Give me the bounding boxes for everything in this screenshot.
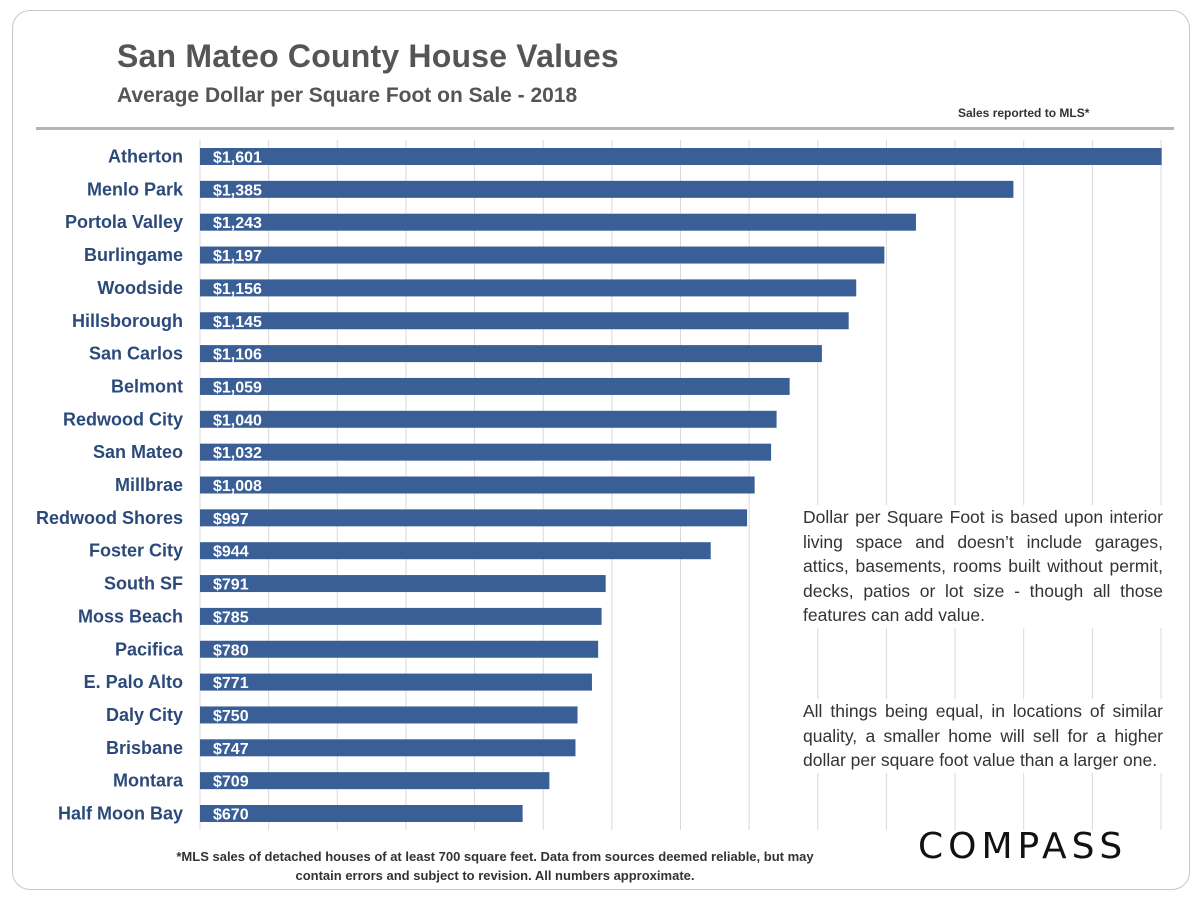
bar	[200, 476, 755, 494]
value-label: $1,601	[213, 150, 262, 167]
category-label: Pacifica	[115, 639, 184, 659]
bar	[200, 542, 711, 560]
compass-logo: COMPASS	[918, 826, 1128, 867]
value-label: $780	[213, 642, 249, 659]
bar	[200, 640, 599, 658]
bar	[200, 443, 772, 461]
bar	[200, 148, 1162, 165]
value-label: $1,385	[213, 182, 262, 199]
bar	[200, 772, 550, 790]
category-label: San Mateo	[93, 442, 183, 462]
value-label: $1,145	[213, 314, 262, 331]
value-label: $1,040	[213, 412, 262, 429]
value-label: $1,059	[213, 379, 262, 396]
footnote: *MLS sales of detached houses of at leas…	[130, 847, 860, 885]
bar	[200, 279, 857, 297]
value-label: $1,197	[213, 248, 262, 265]
value-label: $747	[213, 741, 249, 758]
category-label: Montara	[113, 771, 184, 791]
chart-subtitle: Average Dollar per Square Foot on Sale -…	[117, 84, 578, 107]
note-smaller-home: All things being equal, in locations of …	[803, 699, 1163, 773]
value-label: $750	[213, 708, 249, 725]
bar	[200, 213, 916, 231]
bar	[200, 410, 777, 428]
value-label: $944	[213, 544, 249, 561]
value-label: $670	[213, 807, 249, 824]
value-label: $1,008	[213, 478, 262, 495]
bar	[200, 706, 578, 724]
bar	[200, 575, 606, 593]
bar	[200, 345, 822, 363]
value-label: $709	[213, 774, 249, 791]
category-label: Redwood Shores	[36, 508, 183, 528]
bar	[200, 805, 523, 822]
value-label: $1,106	[213, 347, 262, 364]
category-label: Moss Beach	[78, 606, 183, 626]
category-label: Brisbane	[106, 738, 183, 758]
value-label: $1,243	[213, 215, 262, 232]
category-label: Half Moon Bay	[58, 804, 183, 824]
category-label: Redwood City	[63, 409, 183, 429]
category-label: Millbrae	[115, 475, 183, 495]
value-label: $785	[213, 609, 249, 626]
value-label: $1,032	[213, 445, 262, 462]
bar	[200, 739, 576, 757]
value-label: $771	[213, 675, 249, 692]
category-label: Atherton	[108, 147, 183, 167]
header-divider	[36, 127, 1174, 130]
category-label: Belmont	[111, 376, 183, 396]
note-dollar-per-sqft: Dollar per Square Foot is based upon int…	[803, 505, 1163, 628]
category-label: Daly City	[106, 705, 183, 725]
category-label: Burlingame	[84, 245, 183, 265]
category-label: Woodside	[97, 278, 183, 298]
bar	[200, 180, 1014, 198]
footnote-line-1: *MLS sales of detached houses of at leas…	[176, 849, 814, 864]
bar	[200, 377, 790, 395]
category-label: San Carlos	[89, 344, 183, 364]
category-label: Menlo Park	[87, 179, 184, 199]
category-label: Portola Valley	[65, 212, 183, 232]
category-label: Foster City	[89, 541, 183, 561]
source-note: Sales reported to MLS*	[958, 106, 1090, 120]
bar	[200, 509, 748, 527]
bar	[200, 607, 602, 625]
bar	[200, 673, 592, 691]
category-label: E. Palo Alto	[84, 672, 183, 692]
category-label: South SF	[104, 574, 183, 594]
bar	[200, 312, 849, 330]
category-label: Hillsborough	[72, 311, 183, 331]
footnote-line-2: contain errors and subject to revision. …	[295, 868, 695, 883]
value-label: $791	[213, 577, 249, 594]
value-label: $997	[213, 511, 249, 528]
value-label: $1,156	[213, 281, 262, 298]
chart-title: San Mateo County House Values	[117, 38, 619, 74]
bar	[200, 246, 885, 264]
